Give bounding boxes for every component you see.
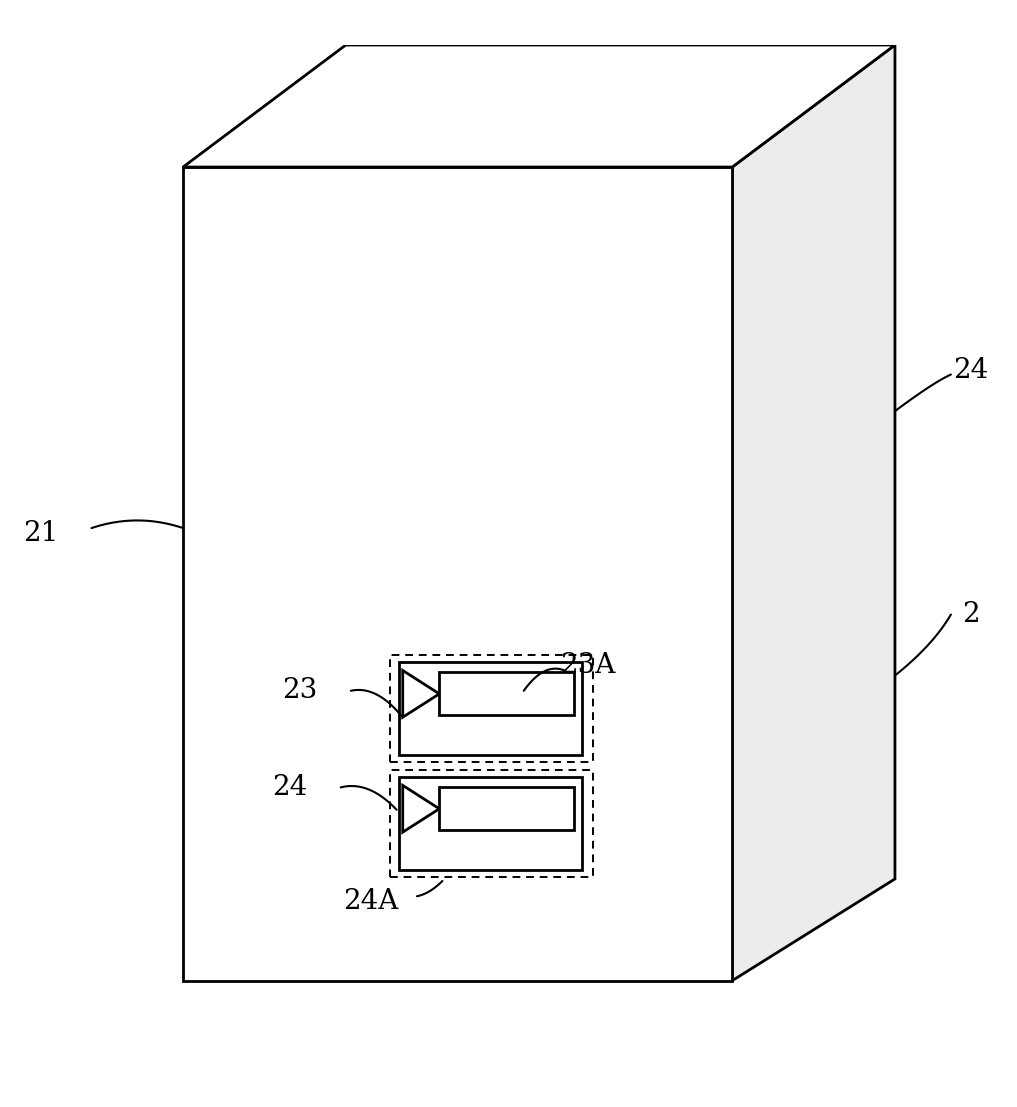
Polygon shape bbox=[183, 167, 732, 981]
Polygon shape bbox=[439, 672, 574, 715]
Polygon shape bbox=[399, 662, 582, 755]
Polygon shape bbox=[183, 45, 895, 167]
Text: 24: 24 bbox=[273, 774, 307, 800]
Bar bbox=[390, 770, 593, 877]
Text: 24A: 24A bbox=[344, 888, 399, 914]
Polygon shape bbox=[732, 45, 895, 981]
Polygon shape bbox=[439, 787, 574, 830]
Text: 23A: 23A bbox=[560, 652, 615, 679]
Text: 23: 23 bbox=[283, 677, 317, 704]
Text: 24: 24 bbox=[954, 356, 989, 384]
Polygon shape bbox=[399, 777, 582, 870]
Text: 2: 2 bbox=[962, 601, 980, 628]
Polygon shape bbox=[403, 671, 439, 717]
Bar bbox=[390, 655, 593, 762]
Text: 21: 21 bbox=[23, 519, 58, 547]
Polygon shape bbox=[403, 785, 439, 832]
